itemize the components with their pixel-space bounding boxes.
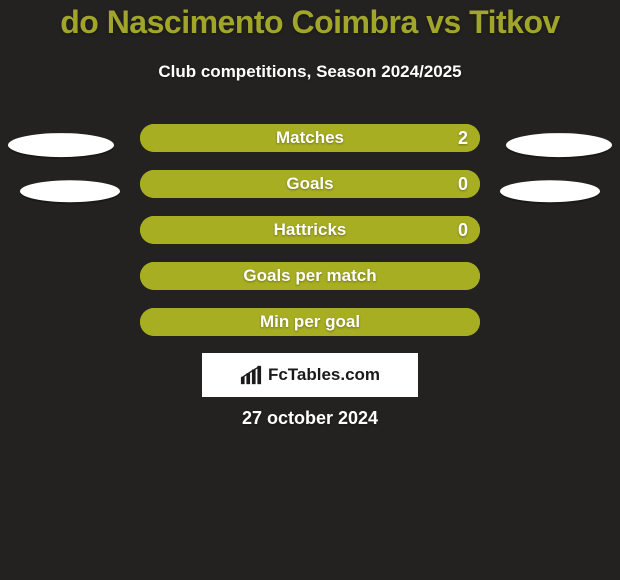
subtitle: Club competitions, Season 2024/2025 — [0, 62, 620, 82]
source-badge-text: FcTables.com — [268, 365, 380, 385]
stat-row: Goals0 — [0, 170, 620, 216]
source-badge: FcTables.com — [202, 353, 418, 397]
stat-value-right: 2 — [458, 124, 468, 152]
stat-row: Matches2 — [0, 124, 620, 170]
stat-label: Min per goal — [140, 308, 480, 336]
title: do Nascimento Coimbra vs Titkov — [0, 4, 620, 41]
stats-section: Matches2Goals0Hattricks0Goals per matchM… — [0, 124, 620, 354]
stat-label: Goals per match — [140, 262, 480, 290]
comparison-container: do Nascimento Coimbra vs Titkov Club com… — [0, 0, 620, 580]
stat-row: Goals per match — [0, 262, 620, 308]
player-left-marker — [8, 133, 114, 157]
date-label: 27 october 2024 — [0, 408, 620, 429]
stat-row: Hattricks0 — [0, 216, 620, 262]
player-left-marker — [20, 180, 120, 202]
stat-row: Min per goal — [0, 308, 620, 354]
stat-value-right: 0 — [458, 170, 468, 198]
player-right-marker — [500, 180, 600, 202]
stat-label: Goals — [140, 170, 480, 198]
stat-label: Hattricks — [140, 216, 480, 244]
stat-value-right: 0 — [458, 216, 468, 244]
fctables-logo-icon — [240, 364, 262, 386]
stat-label: Matches — [140, 124, 480, 152]
player-right-marker — [506, 133, 612, 157]
